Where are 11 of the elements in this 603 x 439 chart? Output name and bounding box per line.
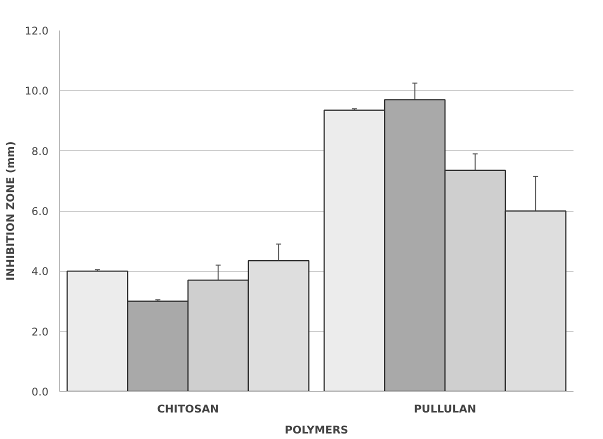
y-tick-label: 4.0 xyxy=(32,265,49,278)
y-tick-label: 12.0 xyxy=(24,24,49,38)
y-tick-label: 0.0 xyxy=(32,386,49,398)
x-tick-label: CHITOSAN xyxy=(157,402,219,416)
x-tick-label: PULLULAN xyxy=(414,402,476,416)
y-axis-title: INHIBITION ZONE (mm) xyxy=(4,141,17,281)
y-tick-label: 8.0 xyxy=(32,144,49,158)
x-axis-title: POLYMERS xyxy=(284,424,348,436)
y-tick-label: 10.0 xyxy=(24,84,49,98)
y-tick-label: 2.0 xyxy=(32,325,49,338)
y-tick-label: 6.0 xyxy=(32,205,49,218)
